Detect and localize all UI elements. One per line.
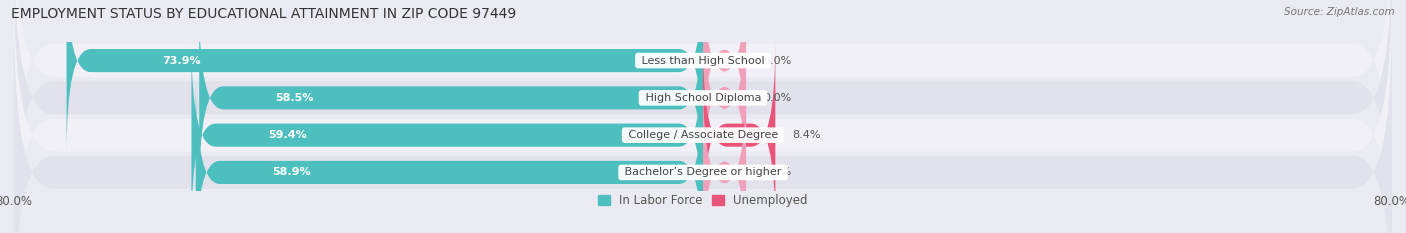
FancyBboxPatch shape — [703, 80, 747, 233]
FancyBboxPatch shape — [195, 80, 703, 233]
Legend: In Labor Force, Unemployed: In Labor Force, Unemployed — [593, 190, 813, 212]
Text: 0.0%: 0.0% — [763, 56, 792, 65]
FancyBboxPatch shape — [14, 0, 1392, 233]
FancyBboxPatch shape — [14, 0, 1392, 212]
Text: 8.4%: 8.4% — [793, 130, 821, 140]
FancyBboxPatch shape — [703, 42, 775, 228]
Text: High School Diploma: High School Diploma — [641, 93, 765, 103]
Text: 59.4%: 59.4% — [269, 130, 307, 140]
FancyBboxPatch shape — [703, 5, 747, 191]
Text: 0.0%: 0.0% — [763, 93, 792, 103]
Text: Source: ZipAtlas.com: Source: ZipAtlas.com — [1284, 7, 1395, 17]
FancyBboxPatch shape — [14, 0, 1392, 233]
Text: Bachelor’s Degree or higher: Bachelor’s Degree or higher — [621, 168, 785, 177]
FancyBboxPatch shape — [703, 0, 747, 153]
Text: 58.9%: 58.9% — [271, 168, 311, 177]
Text: Less than High School: Less than High School — [638, 56, 768, 65]
FancyBboxPatch shape — [14, 21, 1392, 233]
Text: 58.5%: 58.5% — [274, 93, 314, 103]
Text: EMPLOYMENT STATUS BY EDUCATIONAL ATTAINMENT IN ZIP CODE 97449: EMPLOYMENT STATUS BY EDUCATIONAL ATTAINM… — [11, 7, 516, 21]
Text: College / Associate Degree: College / Associate Degree — [624, 130, 782, 140]
Text: 0.0%: 0.0% — [763, 168, 792, 177]
Text: 73.9%: 73.9% — [162, 56, 201, 65]
FancyBboxPatch shape — [200, 5, 703, 191]
FancyBboxPatch shape — [191, 42, 703, 228]
FancyBboxPatch shape — [66, 0, 703, 153]
